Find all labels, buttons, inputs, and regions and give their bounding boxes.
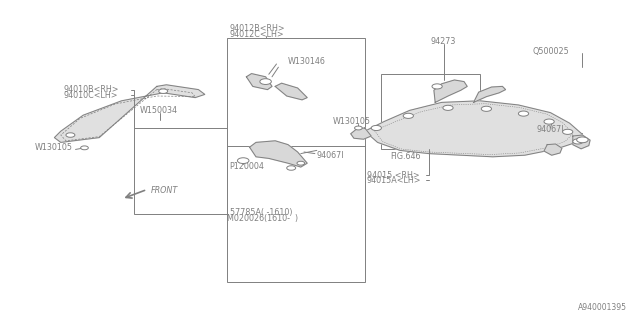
Text: 94012C<LH>: 94012C<LH> xyxy=(229,30,284,39)
Bar xyxy=(134,128,227,214)
Polygon shape xyxy=(246,74,272,90)
Text: A940001395: A940001395 xyxy=(578,303,627,312)
Circle shape xyxy=(297,161,305,165)
Circle shape xyxy=(432,84,442,89)
Text: 94067I: 94067I xyxy=(536,125,564,134)
Circle shape xyxy=(287,166,296,170)
Text: W130146: W130146 xyxy=(288,57,326,66)
Text: 94067I: 94067I xyxy=(317,151,344,160)
Polygon shape xyxy=(365,101,582,157)
Text: M020026(1610-  ): M020026(1610- ) xyxy=(227,214,298,223)
Polygon shape xyxy=(474,86,506,102)
Circle shape xyxy=(518,111,529,116)
Circle shape xyxy=(403,113,413,118)
Polygon shape xyxy=(351,128,371,139)
Text: 57785A( -1610): 57785A( -1610) xyxy=(230,208,293,217)
Circle shape xyxy=(443,105,453,110)
Text: 94010C<LH>: 94010C<LH> xyxy=(64,91,118,100)
Circle shape xyxy=(577,137,588,143)
Text: FRONT: FRONT xyxy=(150,186,178,195)
Circle shape xyxy=(237,158,249,164)
Circle shape xyxy=(159,89,168,93)
Text: FIG.646: FIG.646 xyxy=(390,152,421,161)
Polygon shape xyxy=(573,135,590,149)
Polygon shape xyxy=(54,85,205,142)
Text: 94015 <RH>: 94015 <RH> xyxy=(367,171,419,180)
Circle shape xyxy=(260,79,271,84)
Text: 94015A<LH>: 94015A<LH> xyxy=(367,176,421,185)
Polygon shape xyxy=(434,80,467,102)
Text: W130105: W130105 xyxy=(333,117,371,126)
Circle shape xyxy=(563,129,573,134)
Circle shape xyxy=(481,106,492,111)
Circle shape xyxy=(578,138,587,142)
Circle shape xyxy=(81,146,88,150)
Circle shape xyxy=(66,133,75,137)
Circle shape xyxy=(371,125,381,131)
Text: P120004: P120004 xyxy=(229,162,264,171)
Text: 94273: 94273 xyxy=(430,37,456,46)
Text: Q500025: Q500025 xyxy=(532,47,569,56)
Circle shape xyxy=(544,119,554,124)
Polygon shape xyxy=(250,141,307,167)
Circle shape xyxy=(355,126,362,130)
Text: W150034: W150034 xyxy=(140,106,177,115)
Text: 94012B<RH>: 94012B<RH> xyxy=(229,24,285,33)
Polygon shape xyxy=(275,83,307,100)
Text: W130105: W130105 xyxy=(35,143,73,152)
Circle shape xyxy=(573,139,583,144)
Bar xyxy=(227,38,365,282)
Polygon shape xyxy=(544,144,562,155)
Bar xyxy=(381,74,480,149)
Text: 94010B<RH>: 94010B<RH> xyxy=(64,85,120,94)
